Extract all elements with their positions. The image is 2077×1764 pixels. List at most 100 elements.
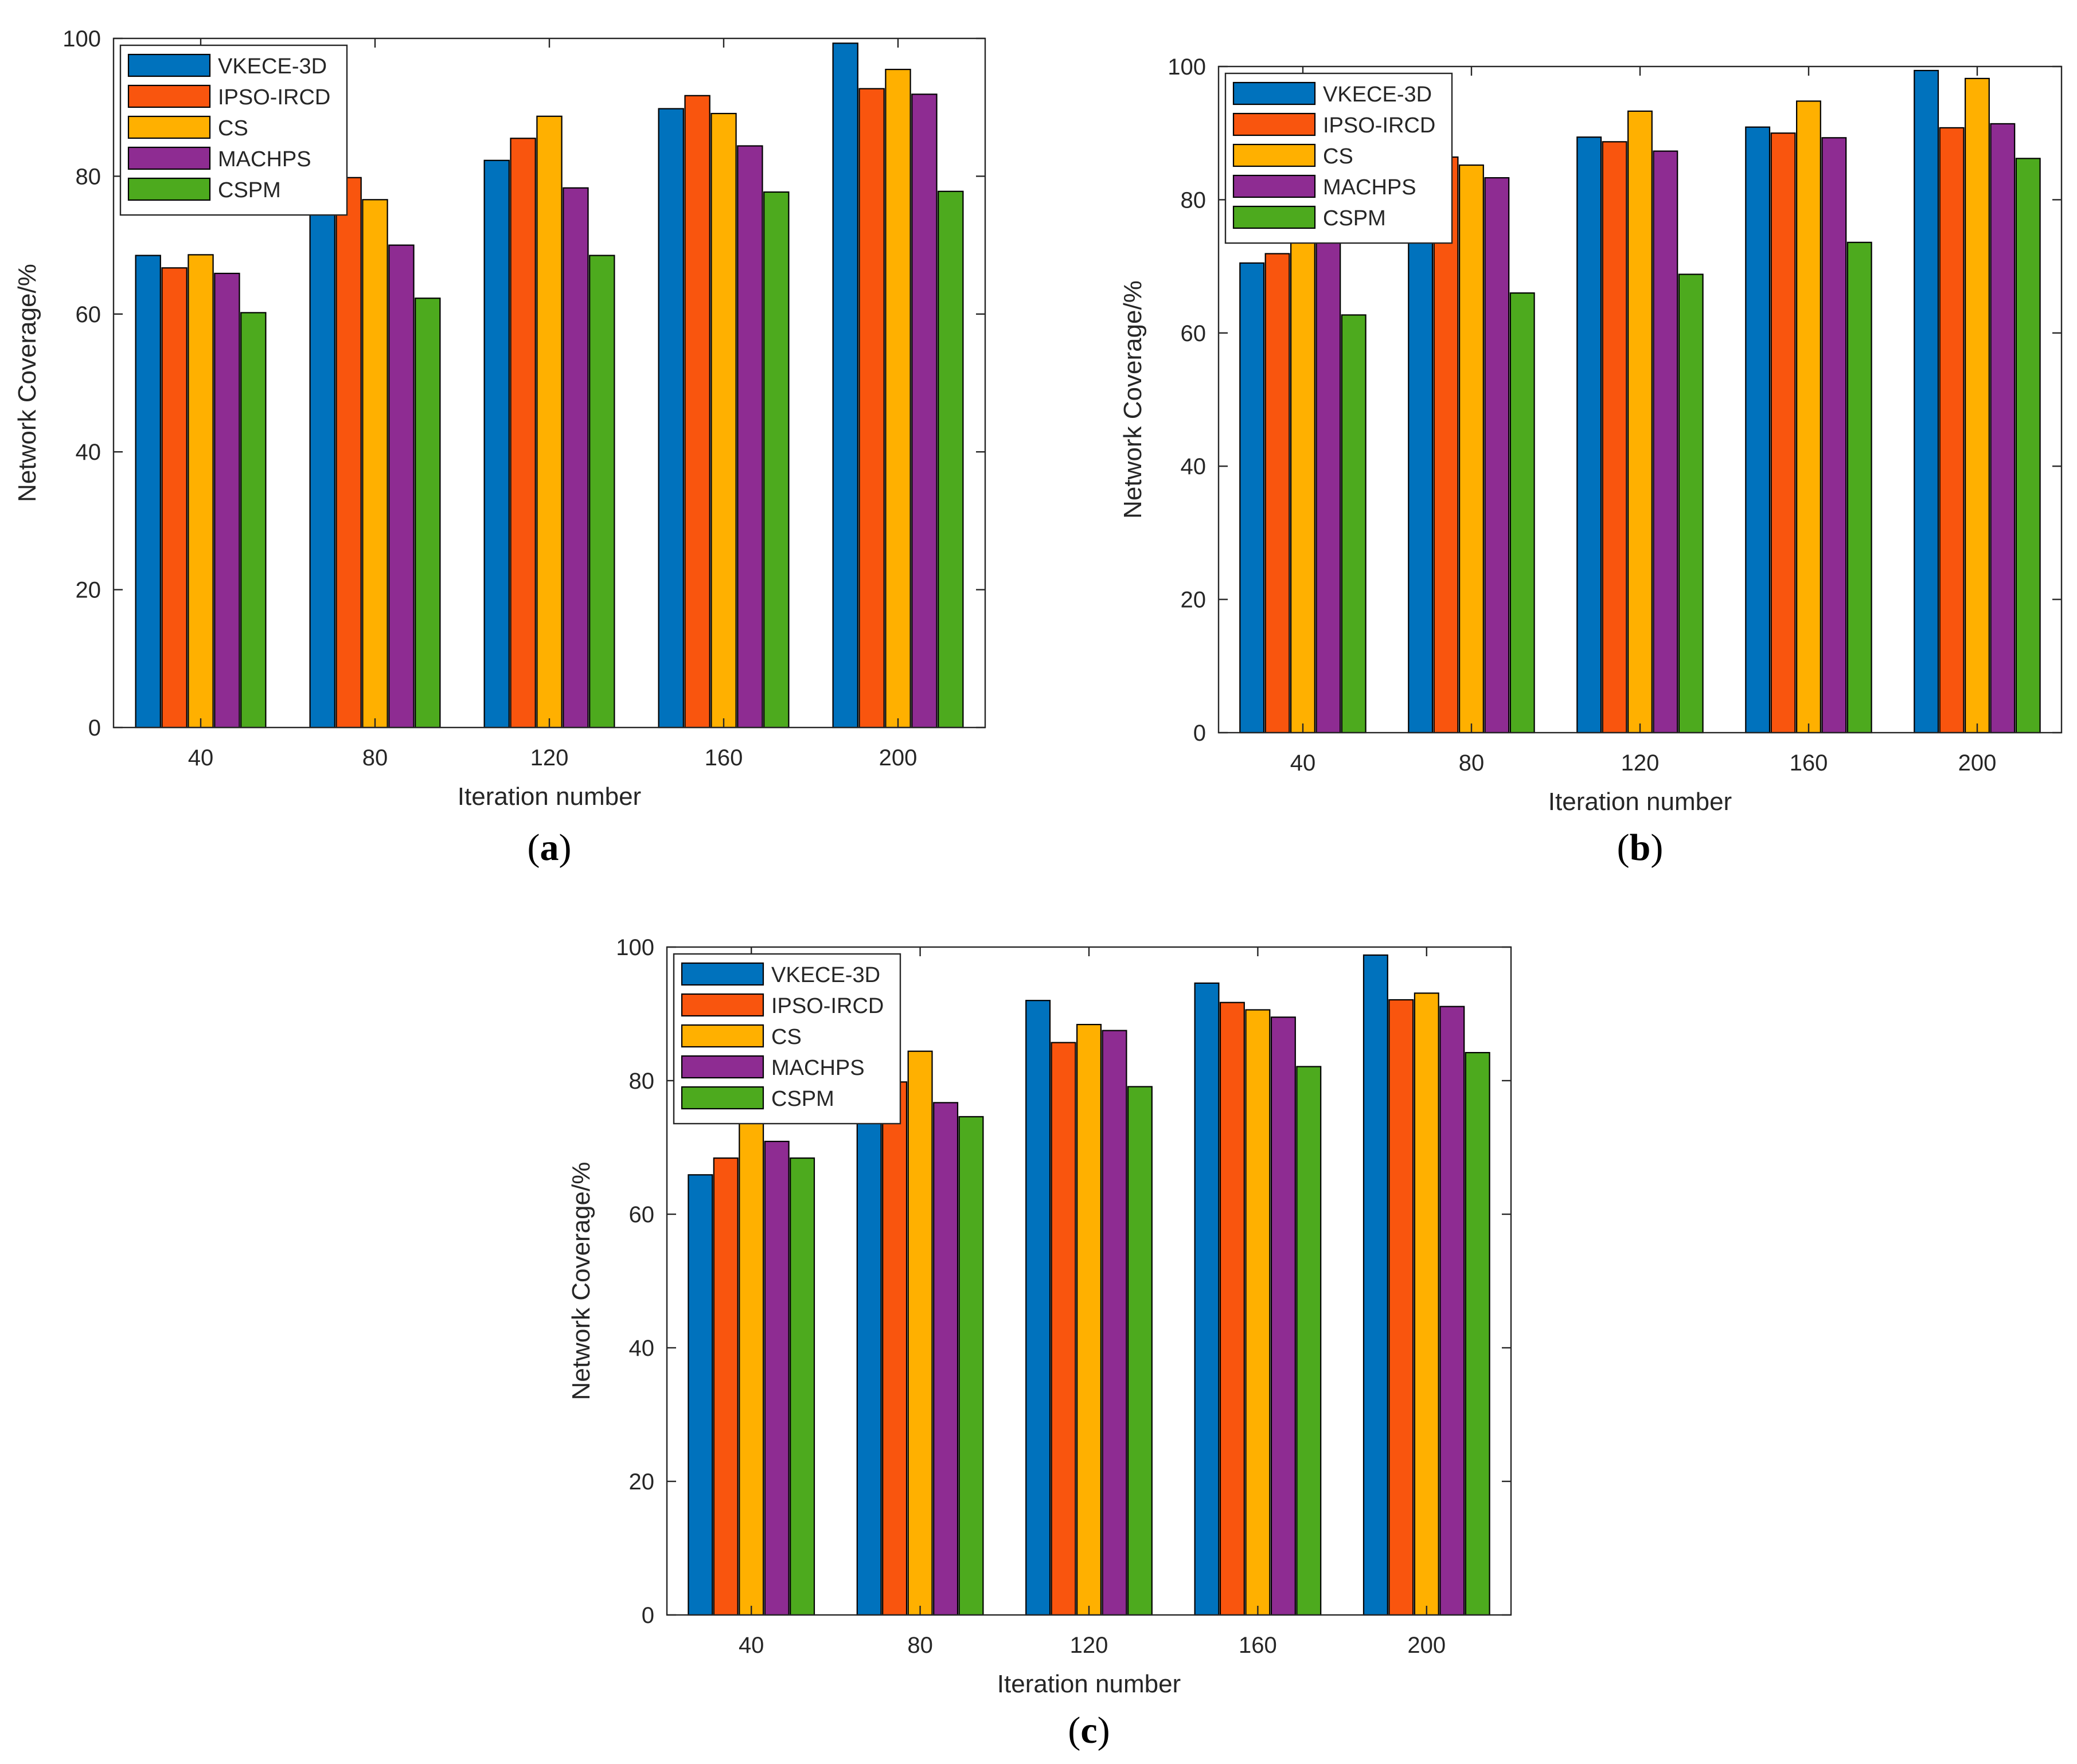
y-tick-label: 40 (629, 1336, 655, 1361)
bar-cs-200 (1414, 992, 1439, 1616)
legend-swatch-machps (1232, 174, 1316, 198)
bar-machps-40 (764, 1140, 790, 1616)
bar-machps-160 (1270, 1016, 1296, 1616)
bar-cs-40 (188, 254, 214, 729)
legend-swatch-vkece-3d (1232, 81, 1316, 105)
bar-cspm-40 (790, 1157, 815, 1616)
bar-cspm-80 (958, 1116, 984, 1616)
bar-machps-80 (388, 244, 415, 729)
bar-vkece-3d-200 (1362, 954, 1388, 1616)
legend-swatch-machps (127, 146, 211, 170)
bar-cs-80 (907, 1050, 933, 1616)
x-tick-label: 200 (1407, 1633, 1446, 1658)
bar-machps-80 (933, 1102, 959, 1616)
x-tick-label: 120 (530, 745, 569, 770)
legend-swatch-vkece-3d (681, 962, 764, 986)
bar-cs-120 (536, 115, 563, 729)
bar-machps-120 (1102, 1030, 1127, 1616)
bar-vkece-3d-80 (1408, 166, 1434, 734)
y-tick-label: 20 (76, 578, 101, 603)
bar-vkece-3d-80 (856, 1079, 882, 1616)
bar-cspm-160 (1296, 1066, 1322, 1616)
bar-cs-160 (1245, 1009, 1271, 1616)
bar-machps-80 (1484, 177, 1510, 734)
bar-cs-200 (885, 68, 911, 729)
bar-cspm-80 (415, 298, 441, 729)
y-tick-label: 40 (76, 440, 101, 465)
bar-vkece-3d-200 (832, 42, 858, 729)
legend-swatch-ipso-ircd (1232, 112, 1316, 136)
bar-cspm-40 (240, 312, 267, 729)
bar-ipso-ircd-40 (161, 267, 188, 729)
bar-machps-160 (1821, 137, 1847, 734)
legend-label-ipso-ircd: IPSO-IRCD (771, 994, 884, 1018)
legend-swatch-ipso-ircd (681, 993, 764, 1017)
x-tick-label: 200 (879, 745, 918, 770)
legend-label-cspm: CSPM (218, 178, 281, 202)
bar-cspm-200 (2015, 158, 2041, 734)
x-tick-label: 200 (1958, 750, 1997, 776)
bar-vkece-3d-40 (135, 255, 161, 729)
y-tick-label: 40 (1181, 454, 1207, 479)
panel-caption: (b) (1617, 827, 1664, 869)
legend-label-machps: MACHPS (1323, 175, 1416, 200)
bar-machps-160 (737, 145, 763, 729)
bar-vkece-3d-160 (1745, 126, 1771, 734)
legend-label-cs: CS (218, 116, 248, 140)
y-tick-label: 100 (63, 26, 101, 52)
x-tick-label: 80 (1459, 750, 1485, 776)
x-tick-label: 120 (1070, 1633, 1108, 1658)
legend-swatch-cspm (681, 1086, 764, 1110)
panel-caption-letter: b (1630, 827, 1651, 869)
bar-cs-40 (1290, 205, 1315, 734)
x-tick-label: 80 (907, 1633, 933, 1658)
bar-ipso-ircd-80 (882, 1081, 908, 1616)
chart-panel-b: 0 20 40 60 80 100 40 80 120 160 200 Iteration numbe… (1119, 54, 2063, 869)
legend-label-cs: CS (1323, 144, 1353, 169)
chart-panel-a: 0 20 40 60 80 100 40 80 120 160 200 Iteration numbe… (13, 26, 986, 869)
bar-ipso-ircd-200 (858, 88, 885, 729)
bar-cs-160 (710, 112, 737, 729)
bar-machps-200 (911, 93, 938, 729)
legend-swatch-machps (681, 1055, 764, 1079)
bar-ipso-ircd-120 (1602, 141, 1627, 734)
legend-label-machps: MACHPS (771, 1056, 865, 1080)
y-axis-label: Network Coverage/% (1119, 280, 1147, 519)
y-tick-label: 0 (642, 1603, 654, 1628)
bar-ipso-ircd-80 (335, 177, 362, 729)
bar-cs-80 (1459, 164, 1484, 734)
bar-ipso-ircd-40 (1264, 253, 1290, 734)
legend-swatch-cspm (127, 177, 211, 201)
legend-swatch-ipso-ircd (127, 84, 211, 108)
bar-ipso-ircd-120 (510, 138, 536, 729)
legend-swatch-cs (127, 115, 211, 139)
bar-cspm-160 (1846, 241, 1872, 734)
y-tick-label: 80 (629, 1069, 655, 1094)
bar-cspm-120 (589, 255, 615, 729)
legend-label-cs: CS (771, 1025, 802, 1049)
panel-caption: (a) (528, 827, 572, 869)
bar-cs-80 (362, 199, 388, 729)
bar-ipso-ircd-200 (1939, 127, 1965, 734)
x-axis-label: Iteration number (997, 1670, 1181, 1698)
y-tick-label: 80 (1181, 187, 1207, 213)
panel-caption: (c) (1068, 1710, 1110, 1751)
legend: VKECE-3D IPSO-IRCD CS MACHPS CSPM (119, 44, 348, 216)
bar-vkece-3d-40 (688, 1174, 713, 1616)
legend-label-machps: MACHPS (218, 147, 311, 171)
bar-vkece-3d-160 (1194, 982, 1220, 1616)
x-tick-label: 160 (1790, 750, 1828, 776)
legend-label-vkece-3d: VKECE-3D (1323, 83, 1432, 107)
bar-cs-120 (1627, 110, 1653, 734)
bar-cspm-40 (1341, 314, 1367, 734)
legend-label-cspm: CSPM (1323, 206, 1386, 230)
legend-swatch-cs (681, 1024, 764, 1048)
legend-label-ipso-ircd: IPSO-IRCD (218, 85, 330, 109)
bar-ipso-ircd-120 (1051, 1042, 1076, 1616)
x-tick-label: 120 (1621, 750, 1660, 776)
x-tick-label: 40 (188, 745, 214, 770)
chart-panel-c: 0 20 40 60 80 100 40 80 120 160 200 Iteration numbe… (567, 935, 1512, 1751)
bar-ipso-ircd-160 (1770, 132, 1796, 734)
legend: VKECE-3D IPSO-IRCD CS MACHPS CSPM (1224, 72, 1453, 244)
